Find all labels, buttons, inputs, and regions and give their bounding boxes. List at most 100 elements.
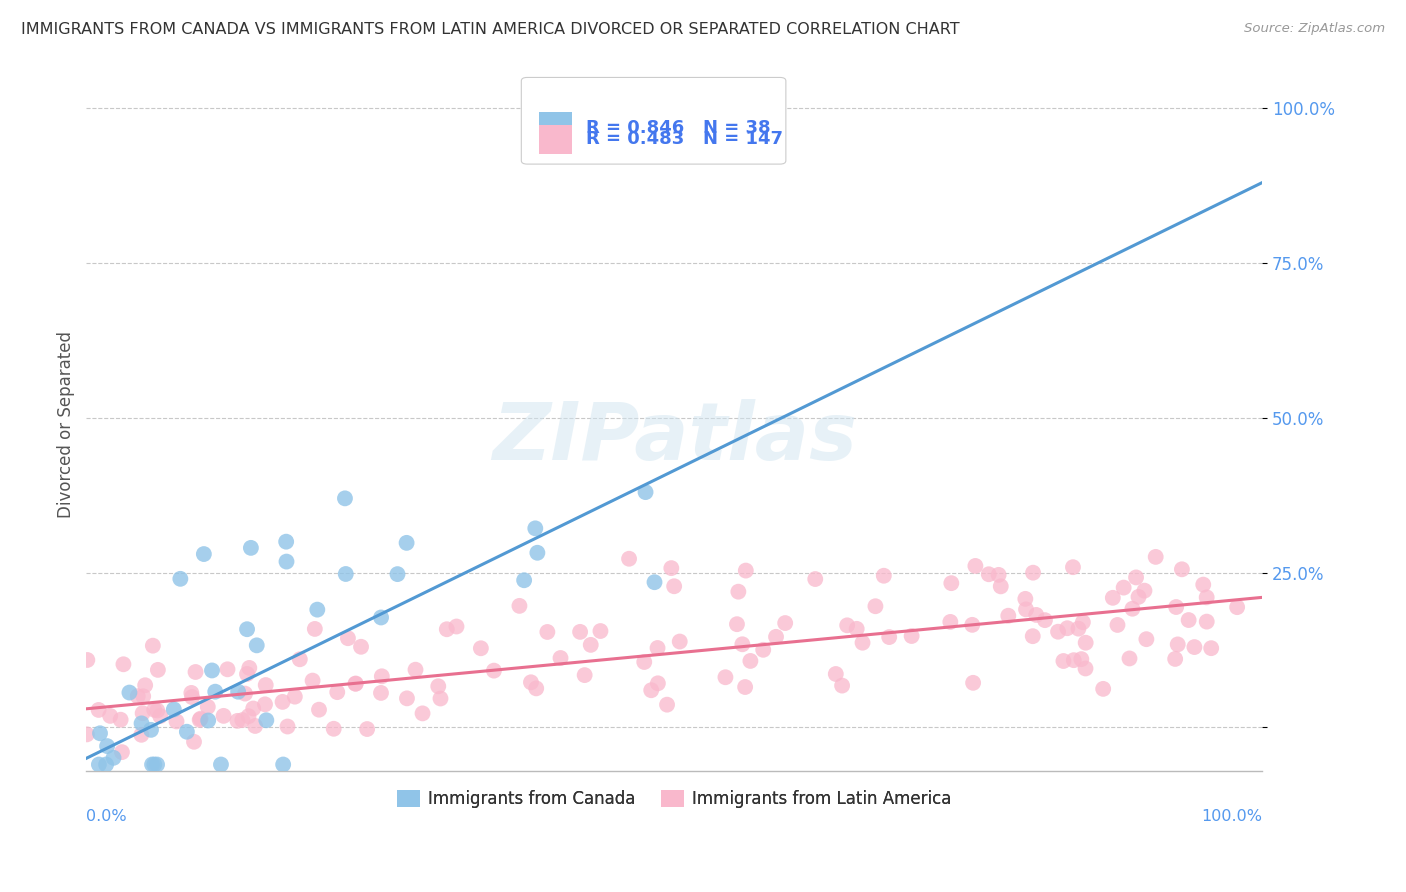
Point — [188, 713, 211, 727]
Text: ZIPatlas: ZIPatlas — [492, 399, 856, 477]
Point — [427, 679, 450, 693]
Point — [1056, 621, 1078, 635]
Point — [146, 757, 169, 772]
Point — [1022, 566, 1045, 580]
Point — [1167, 637, 1189, 651]
Point — [644, 575, 666, 590]
Point — [236, 667, 259, 681]
Point — [271, 695, 294, 709]
Point — [962, 675, 984, 690]
Point — [226, 714, 249, 728]
Point — [668, 634, 690, 648]
Point — [132, 690, 155, 704]
Point — [579, 638, 602, 652]
Point — [1135, 632, 1157, 647]
Point — [752, 642, 775, 657]
Point — [231, 713, 253, 727]
Point — [209, 757, 232, 772]
Point — [734, 680, 756, 694]
Point — [184, 665, 207, 679]
Point — [589, 624, 612, 638]
Point — [520, 675, 543, 690]
Point — [941, 576, 963, 591]
Point — [524, 681, 547, 696]
Point — [326, 685, 349, 699]
Point — [87, 757, 110, 772]
Point — [76, 653, 98, 667]
Point — [131, 716, 153, 731]
Point — [322, 722, 344, 736]
Point — [276, 555, 298, 569]
Point — [412, 706, 434, 721]
Point — [217, 662, 239, 676]
Point — [1112, 581, 1135, 595]
Point — [1121, 601, 1143, 615]
Bar — [538, 112, 572, 141]
Point — [233, 687, 256, 701]
Point — [190, 712, 212, 726]
Point — [550, 651, 572, 665]
Point — [307, 602, 329, 616]
Point — [1107, 618, 1129, 632]
Point — [633, 655, 655, 669]
Point — [149, 709, 172, 723]
Point — [845, 622, 868, 636]
Point — [773, 615, 796, 630]
Point — [176, 724, 198, 739]
Point — [727, 584, 749, 599]
Point — [236, 622, 259, 636]
Point — [271, 757, 294, 772]
Point — [94, 757, 117, 772]
Text: 0.0%: 0.0% — [86, 809, 127, 824]
Point — [344, 676, 367, 690]
Point — [725, 617, 748, 632]
Point — [370, 610, 392, 624]
Point — [804, 572, 827, 586]
Point — [1062, 560, 1084, 574]
Point — [131, 728, 153, 742]
Point — [356, 722, 378, 736]
Point — [405, 663, 427, 677]
Point — [1014, 591, 1036, 606]
Point — [254, 678, 277, 692]
Point — [1171, 562, 1194, 576]
Point — [634, 485, 657, 500]
Point — [526, 546, 548, 560]
Point — [1177, 613, 1199, 627]
Point — [655, 698, 678, 712]
Point — [335, 566, 357, 581]
Point — [118, 685, 141, 699]
Point — [204, 684, 226, 698]
Point — [350, 640, 373, 654]
Point — [127, 689, 149, 703]
Point — [246, 638, 269, 652]
Point — [141, 757, 163, 772]
Point — [1015, 602, 1038, 616]
Point — [166, 714, 188, 729]
Point — [284, 690, 307, 704]
Point — [254, 713, 277, 727]
Point — [1067, 622, 1090, 636]
Point — [370, 686, 392, 700]
Point — [253, 698, 276, 712]
Point — [1092, 681, 1115, 696]
Point — [143, 703, 166, 717]
Point — [226, 684, 249, 698]
Point — [851, 636, 873, 650]
Point — [1070, 652, 1092, 666]
Point — [734, 564, 756, 578]
Text: IMMIGRANTS FROM CANADA VS IMMIGRANTS FROM LATIN AMERICA DIVORCED OR SEPARATED CO: IMMIGRANTS FROM CANADA VS IMMIGRANTS FRO… — [21, 22, 960, 37]
Point — [647, 640, 669, 655]
Point — [987, 567, 1010, 582]
Point — [837, 618, 859, 632]
Text: Source: ZipAtlas.com: Source: ZipAtlas.com — [1244, 22, 1385, 36]
Point — [482, 664, 505, 678]
Point — [1074, 636, 1097, 650]
Point — [76, 727, 98, 741]
Text: R = 0.846   N = 38: R = 0.846 N = 38 — [586, 119, 770, 137]
Y-axis label: Divorced or Separated: Divorced or Separated — [58, 331, 75, 517]
Point — [1047, 624, 1070, 639]
Point — [238, 661, 260, 675]
Point — [1052, 654, 1074, 668]
Point — [201, 664, 224, 678]
